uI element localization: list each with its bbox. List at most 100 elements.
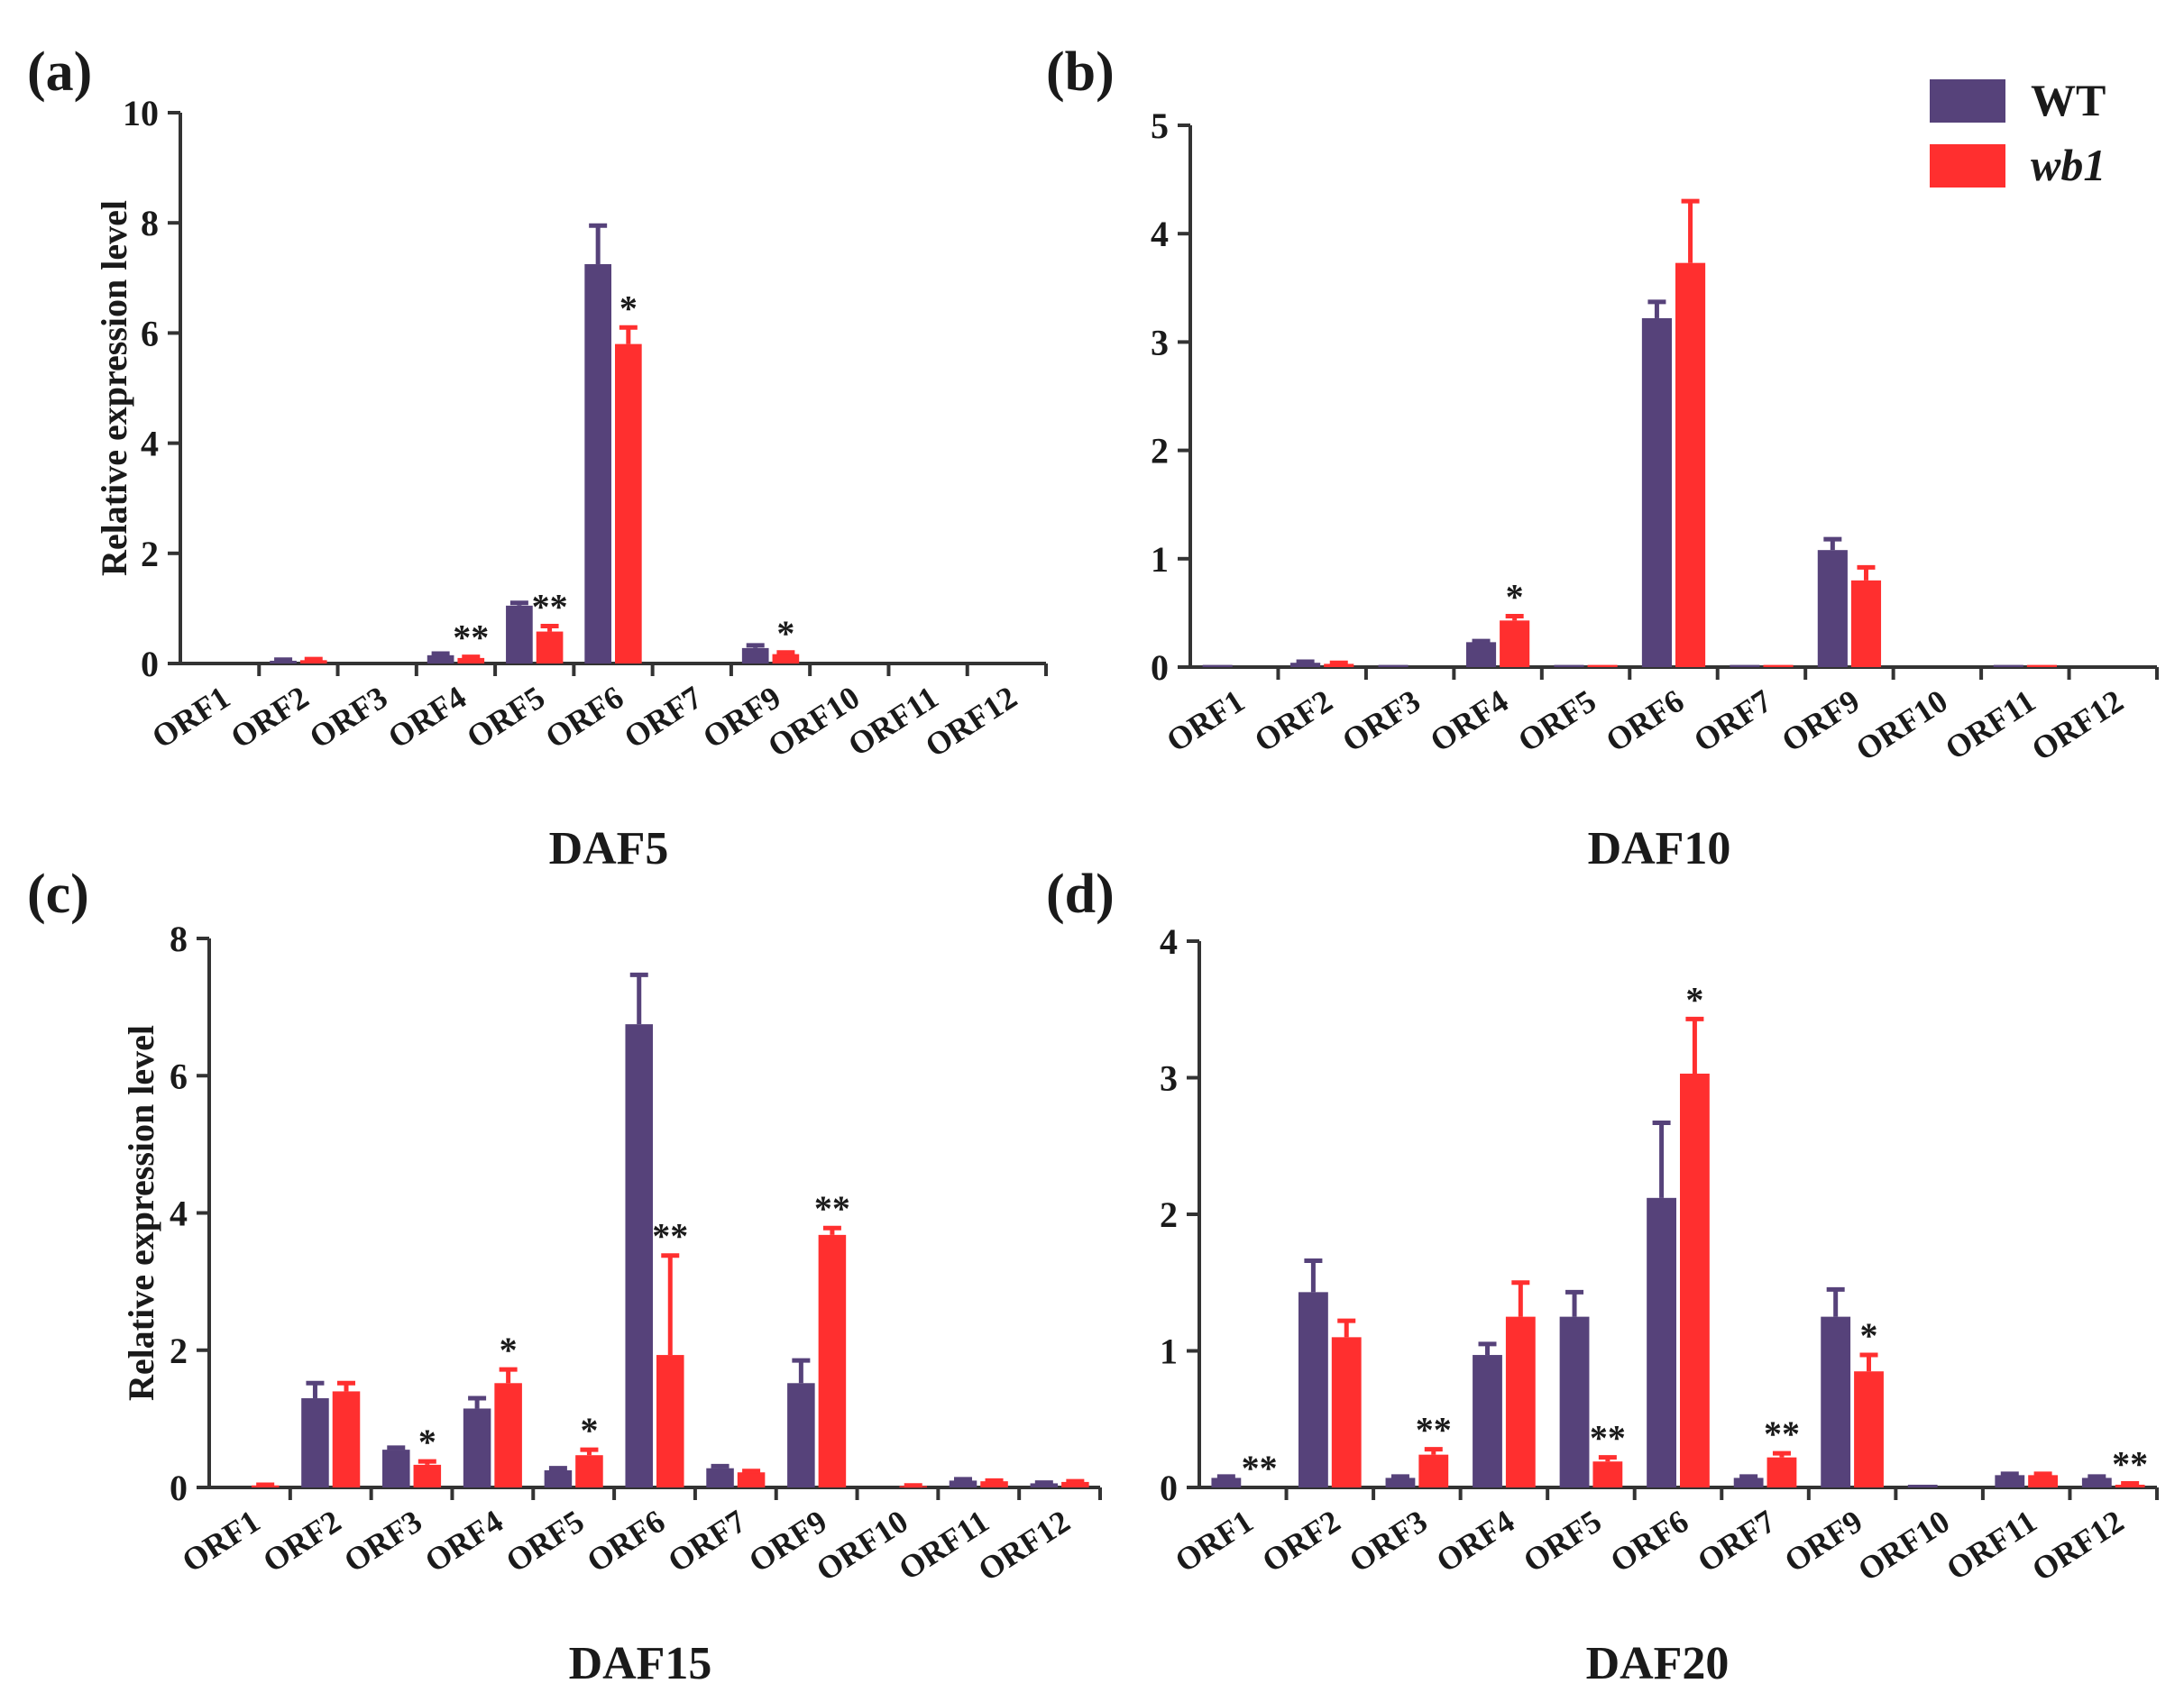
x-tick-label: ORF6 bbox=[581, 1503, 672, 1579]
bar-wb1-orf2 bbox=[1331, 1337, 1362, 1487]
panel-title: DAF10 bbox=[1588, 823, 1731, 874]
bar-wt-orf2 bbox=[270, 660, 297, 663]
x-tick-label: ORF7 bbox=[662, 1503, 753, 1579]
bar-wb1-orf3 bbox=[413, 1464, 442, 1487]
bar-wb1-orf12 bbox=[1061, 1481, 1089, 1487]
x-tick-label: ORF4 bbox=[381, 679, 473, 755]
x-tick-label: ORF11 bbox=[1940, 1503, 2042, 1587]
significance-mark: * bbox=[1685, 979, 1703, 1020]
significance-mark: * bbox=[580, 1410, 598, 1450]
y-axis-title: Relative expression level bbox=[121, 1025, 161, 1401]
bar-wt-orf5 bbox=[1554, 664, 1584, 667]
bar-wt-orf3 bbox=[1378, 664, 1409, 667]
bar-wt-orf9 bbox=[1817, 550, 1848, 667]
bar-wb1-orf11 bbox=[2028, 1475, 2059, 1487]
x-tick-label: ORF12 bbox=[972, 1503, 1077, 1588]
bar-wt-orf4 bbox=[427, 654, 454, 663]
panel-label: (a) bbox=[27, 41, 92, 103]
y-tick-label: 4 bbox=[141, 424, 159, 464]
bar-wt-orf12 bbox=[1030, 1483, 1059, 1487]
significance-mark: ** bbox=[2112, 1443, 2148, 1484]
bar-wt-orf1 bbox=[1211, 1478, 1242, 1487]
legend-swatch-wt bbox=[1930, 79, 2005, 123]
significance-mark: * bbox=[500, 1330, 518, 1370]
bar-wt-orf5 bbox=[506, 605, 533, 663]
significance-mark: ** bbox=[652, 1216, 688, 1257]
y-tick-label: 4 bbox=[1160, 921, 1178, 962]
bar-wb1-orf6 bbox=[1680, 1073, 1710, 1487]
y-tick-label: 6 bbox=[141, 313, 159, 353]
bar-wb1-orf9 bbox=[772, 654, 800, 663]
bar-wt-orf9 bbox=[1821, 1316, 1851, 1487]
legend: WT wb1 bbox=[1930, 75, 2106, 190]
bar-wb1-orf4 bbox=[494, 1383, 522, 1487]
bar-wt-orf3 bbox=[1385, 1478, 1416, 1487]
bar-wt-orf5 bbox=[544, 1469, 573, 1487]
significance-mark: ** bbox=[1764, 1414, 1800, 1454]
bar-wt-orf9 bbox=[741, 647, 769, 663]
bar-wt-orf6 bbox=[625, 1024, 653, 1487]
x-tick-label: ORF2 bbox=[1256, 1503, 1347, 1579]
y-tick-label: 8 bbox=[141, 203, 159, 243]
legend-swatch-wb1 bbox=[1930, 144, 2005, 188]
bar-wt-orf6 bbox=[1641, 317, 1672, 667]
x-tick-label: ORF7 bbox=[1687, 682, 1778, 759]
y-tick-label: 0 bbox=[141, 644, 159, 684]
legend-label-wt: WT bbox=[2031, 75, 2106, 125]
x-tick-label: ORF1 bbox=[176, 1503, 267, 1579]
x-tick-label: ORF12 bbox=[2025, 1503, 2130, 1588]
bar-wt-orf2 bbox=[1290, 663, 1321, 667]
bar-wt-orf4 bbox=[1473, 1355, 1502, 1487]
significance-mark: * bbox=[1860, 1315, 1878, 1356]
panel-title: DAF20 bbox=[1586, 1638, 1730, 1689]
bar-wb1-orf11 bbox=[980, 1481, 1008, 1487]
y-tick-label: 6 bbox=[170, 1056, 188, 1096]
y-tick-label: 3 bbox=[1160, 1058, 1178, 1099]
y-tick-label: 1 bbox=[1151, 539, 1169, 580]
y-tick-label: 1 bbox=[1160, 1331, 1178, 1372]
bar-wb1-orf9 bbox=[818, 1234, 847, 1487]
x-tick-label: ORF2 bbox=[225, 679, 316, 755]
significance-mark: ** bbox=[1242, 1448, 1278, 1488]
bar-wt-orf6 bbox=[584, 264, 611, 663]
panel-label: (c) bbox=[27, 864, 89, 925]
bar-wb1-orf12 bbox=[2115, 1484, 2145, 1487]
x-tick-label: ORF4 bbox=[418, 1503, 509, 1579]
bar-wb1-orf7 bbox=[1766, 1457, 1797, 1487]
bar-wb1-orf5 bbox=[1592, 1461, 1623, 1487]
x-tick-label: ORF10 bbox=[1849, 682, 1954, 768]
bar-wt-orf2 bbox=[1298, 1292, 1328, 1487]
bar-wb1-orf6 bbox=[1675, 262, 1706, 667]
significance-mark: ** bbox=[814, 1188, 850, 1229]
x-tick-label: ORF12 bbox=[919, 679, 1023, 764]
x-tick-label: ORF3 bbox=[337, 1503, 428, 1579]
significance-mark: ** bbox=[532, 586, 568, 627]
y-tick-label: 0 bbox=[1160, 1468, 1178, 1508]
significance-mark: ** bbox=[1590, 1418, 1626, 1459]
x-tick-label: ORF9 bbox=[1778, 1503, 1869, 1579]
bar-wb1-orf4 bbox=[457, 657, 485, 663]
x-tick-label: ORF1 bbox=[145, 679, 236, 755]
bar-wt-orf1 bbox=[1202, 664, 1233, 667]
x-tick-label: ORF10 bbox=[761, 679, 866, 764]
y-tick-label: 0 bbox=[170, 1468, 188, 1508]
x-tick-label: ORF3 bbox=[1343, 1503, 1434, 1579]
bar-wt-orf11 bbox=[1995, 1475, 2025, 1487]
significance-mark: * bbox=[619, 288, 638, 328]
bar-wt-orf7 bbox=[1730, 664, 1760, 667]
bar-wb1-orf7 bbox=[1763, 664, 1794, 667]
x-tick-label: ORF6 bbox=[1600, 682, 1691, 759]
y-tick-label: 2 bbox=[141, 534, 159, 574]
panel-title: DAF15 bbox=[569, 1638, 712, 1689]
bar-wb1-orf5 bbox=[1587, 664, 1618, 667]
x-tick-label: ORF6 bbox=[1604, 1503, 1695, 1579]
x-tick-label: ORF4 bbox=[1424, 682, 1515, 759]
y-tick-label: 5 bbox=[1151, 105, 1169, 146]
significance-mark: * bbox=[418, 1422, 436, 1462]
x-tick-label: ORF5 bbox=[500, 1503, 591, 1579]
bar-wt-orf9 bbox=[787, 1383, 815, 1487]
x-tick-label: ORF2 bbox=[256, 1503, 347, 1579]
